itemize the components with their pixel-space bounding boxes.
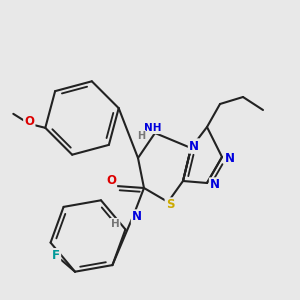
- Text: O: O: [106, 175, 116, 188]
- Text: S: S: [166, 199, 174, 212]
- Text: H: H: [111, 219, 119, 229]
- Text: F: F: [52, 249, 60, 262]
- Text: H: H: [137, 131, 145, 141]
- Text: O: O: [24, 115, 34, 128]
- Text: N: N: [189, 140, 199, 152]
- Text: NH: NH: [144, 123, 162, 133]
- Text: N: N: [210, 178, 220, 191]
- Text: N: N: [132, 211, 142, 224]
- Text: N: N: [225, 152, 235, 166]
